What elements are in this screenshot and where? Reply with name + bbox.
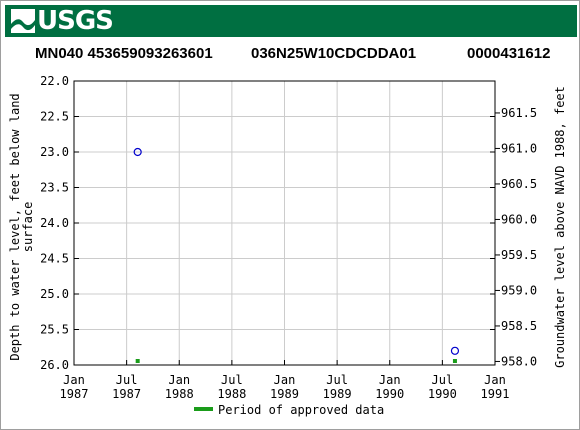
y2-tick-label: 959.0: [501, 283, 537, 297]
y2-tick-label: 958.5: [501, 319, 537, 333]
x-tick-label-month: Jan: [63, 373, 85, 387]
right-axis-ticks: 958.0 958.5 959.0 959.5 960.0 960.5 961.0 961.5: [495, 106, 537, 368]
y-tick-label: 22.5: [40, 110, 69, 124]
left-axis-label-line1: Depth to water level, feet below land: [8, 93, 22, 360]
y2-tick-label: 961.5: [501, 106, 537, 120]
y2-tick-label: 959.5: [501, 248, 537, 262]
y-tick-label: 24.0: [40, 216, 69, 230]
usgs-wave-icon: [11, 9, 35, 33]
x-tick-label-year: 1988: [165, 387, 194, 401]
data-point: [450, 346, 460, 355]
x-tick-label-month: Jul: [326, 373, 348, 387]
x-axis-ticks: Jan1987Jul1987Jan1988Jul1988Jan1989Jul19…: [60, 360, 510, 401]
usgs-logo[interactable]: USGS: [11, 6, 114, 36]
x-tick-label-year: 1987: [112, 387, 141, 401]
x-tick-label-year: 1989: [270, 387, 299, 401]
x-tick-label-year: 1990: [428, 387, 457, 401]
station-number: 0000431612: [467, 45, 551, 62]
x-tick-label-year: 1988: [217, 387, 246, 401]
approved-period-mark: [452, 359, 457, 363]
site-id: MN040 453659093263601: [35, 45, 213, 62]
left-axis-ticks: 22.0 22.5 23.0 23.5 24.0 24.5 25.0 25.5 26.0: [40, 74, 495, 372]
x-tick-label-month: Jul: [432, 373, 454, 387]
x-tick-label-year: 1989: [323, 387, 352, 401]
y-tick-label: 25.5: [40, 323, 69, 337]
data-point: [133, 147, 142, 157]
y-tick-label: 25.0: [40, 287, 69, 301]
x-tick-label-month: Jan: [168, 373, 190, 387]
y-tick-label: 23.0: [40, 145, 69, 159]
y2-tick-label: 958.0: [501, 354, 537, 368]
x-tick-label-month: Jan: [379, 373, 401, 387]
legend-label: Period of approved data: [218, 403, 384, 417]
grid-lines: [73, 80, 496, 366]
y-tick-label: 26.0: [40, 358, 69, 372]
x-tick-label-month: Jul: [221, 373, 243, 387]
usgs-logo-text: USGS: [37, 6, 114, 36]
y2-tick-label: 961.0: [501, 141, 537, 155]
y-tick-label: 23.5: [40, 181, 69, 195]
y2-tick-label: 960.5: [501, 177, 537, 191]
x-tick-label-year: 1991: [481, 387, 510, 401]
left-axis-label-line2: surface: [21, 202, 35, 253]
x-tick-label-month: Jul: [116, 373, 138, 387]
right-axis-label: Groundwater level above NAVD 1988, feet: [553, 86, 567, 368]
y-tick-label: 24.5: [40, 252, 69, 266]
x-tick-label-year: 1987: [60, 387, 89, 401]
x-tick-label-month: Jan: [484, 373, 506, 387]
y2-tick-label: 960.0: [501, 212, 537, 226]
x-tick-label-month: Jan: [274, 373, 296, 387]
y-tick-label: 22.0: [40, 74, 69, 88]
station-name: 036N25W10CDCDDA01: [251, 45, 417, 62]
data-points: [133, 147, 460, 355]
usgs-banner: USGS: [5, 5, 577, 37]
approved-periods: [135, 359, 457, 363]
x-tick-label-year: 1990: [375, 387, 404, 401]
approved-period-mark: [135, 359, 140, 363]
